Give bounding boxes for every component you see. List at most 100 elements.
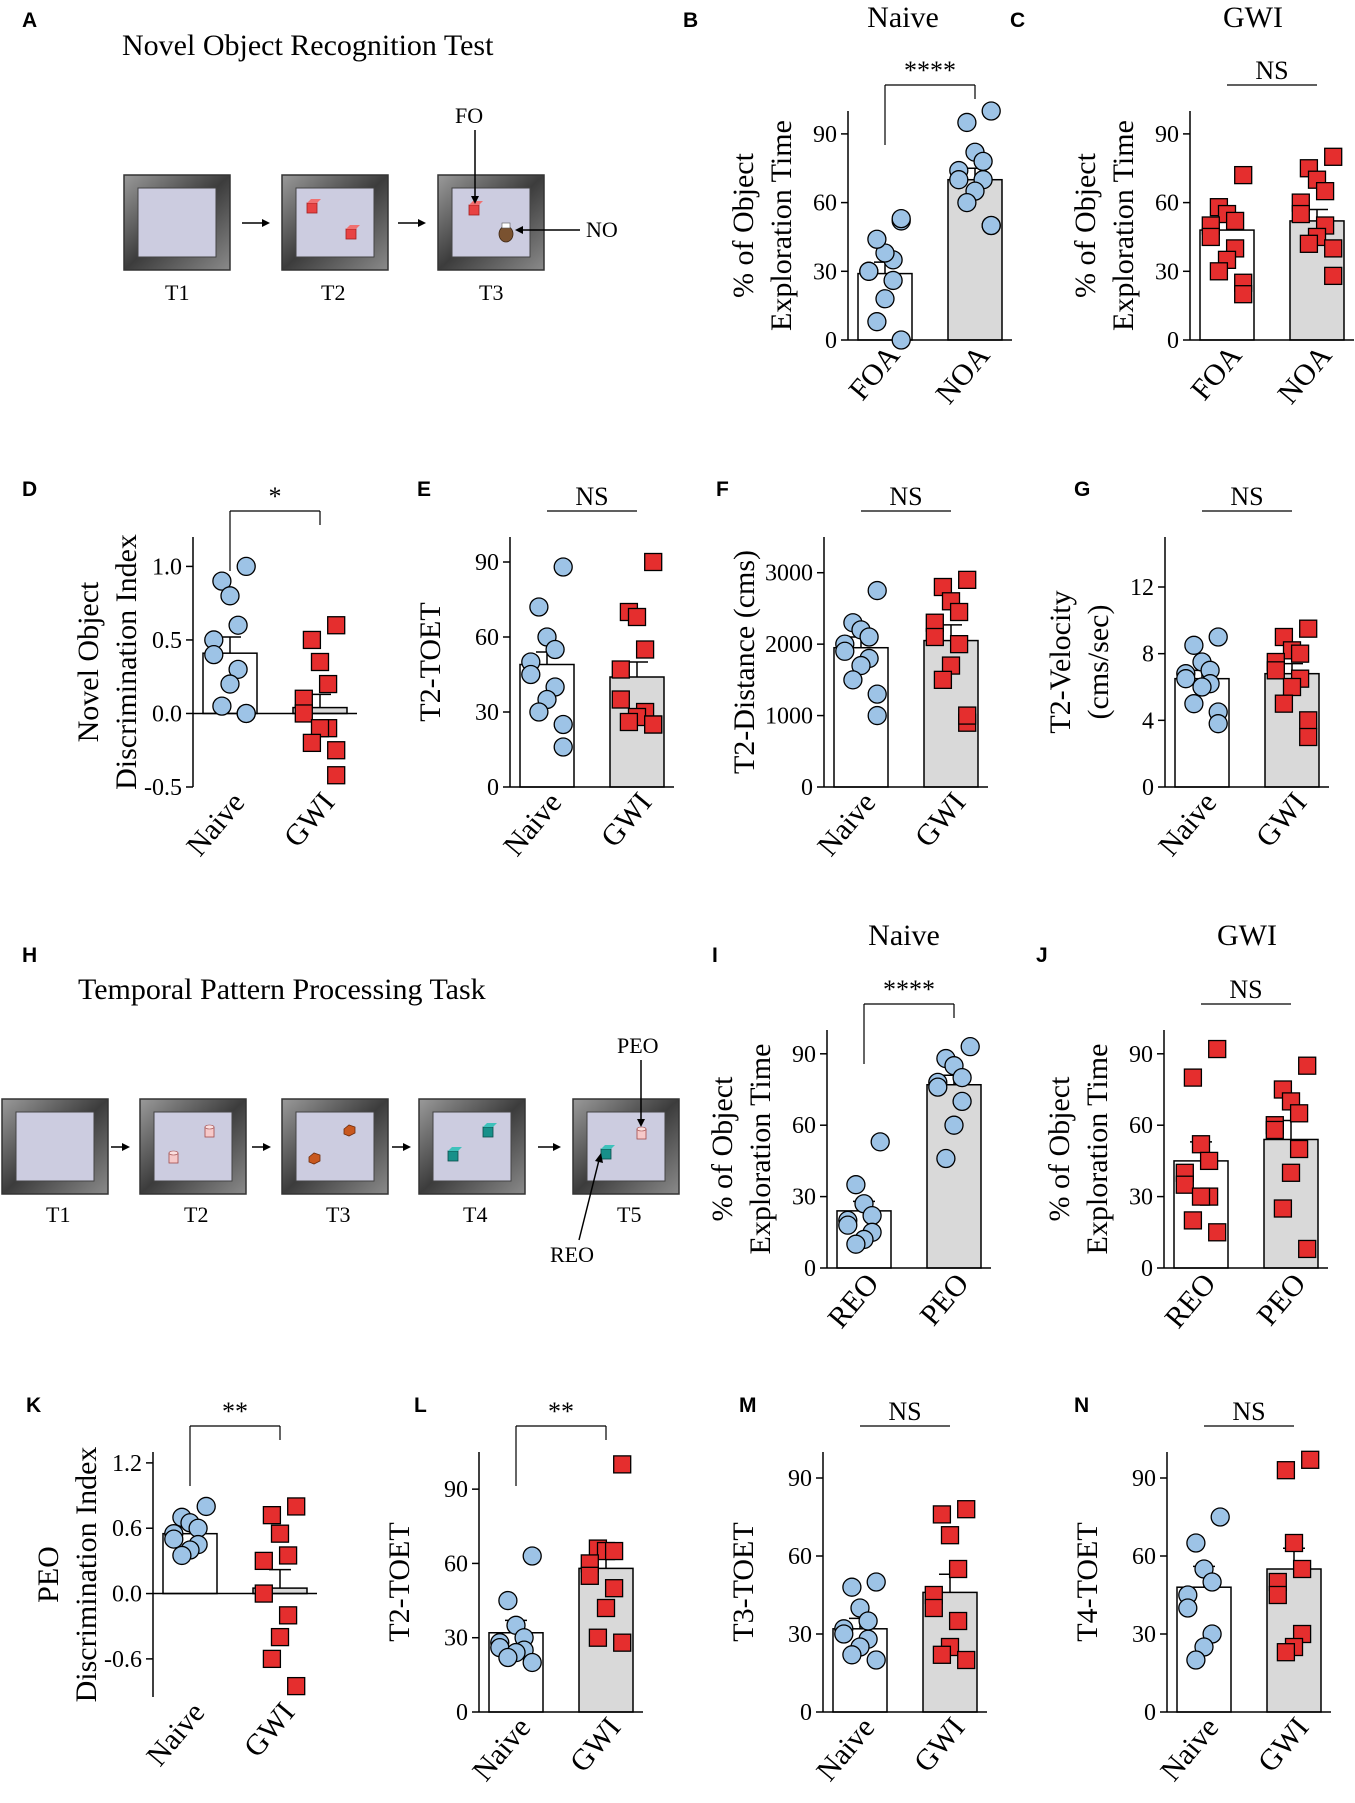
chart-d-point-gwi bbox=[302, 630, 322, 650]
chart-e-point-naive bbox=[529, 597, 549, 617]
chart-m-point-gwi bbox=[924, 1598, 943, 1618]
chart-k-point-gwi bbox=[287, 1497, 306, 1516]
chart-f-ytick-label: 0 bbox=[801, 775, 813, 801]
chart-n-t4-toet: 0 30 60 90 T4-TOET Naive GWI NS bbox=[1071, 1397, 1331, 1787]
chart-m-ytick-label: 30 bbox=[788, 1622, 812, 1648]
chart-f-point-naive bbox=[851, 655, 871, 676]
chart-l-point-gwi bbox=[613, 1633, 632, 1652]
chart-e-point-naive bbox=[553, 557, 573, 577]
chart-m-point-gwi bbox=[932, 1505, 952, 1524]
chart-d-ylabel: Novel Object bbox=[72, 581, 105, 742]
chart-i-ylabel: % of Object bbox=[706, 1076, 739, 1222]
chart-n-xtick-label: GWI bbox=[1252, 1711, 1316, 1778]
chart-l-point-gwi bbox=[580, 1566, 599, 1585]
chart-n-point-naive bbox=[1210, 1507, 1230, 1527]
cube-object-icon bbox=[306, 199, 321, 214]
panel-letter-j: J bbox=[1036, 944, 1048, 967]
chart-j-ytick-label: 0 bbox=[1141, 1256, 1153, 1282]
chart-n-ytick-label: 30 bbox=[1132, 1622, 1156, 1648]
chart-k-point-naive bbox=[188, 1518, 208, 1538]
chart-i-ylabel: Exploration Time bbox=[744, 1044, 777, 1255]
chart-c-ylabel: % of Object bbox=[1069, 152, 1102, 298]
nor-callout-fo: FO bbox=[455, 103, 483, 128]
chart-j-xtick-label: REO bbox=[1159, 1267, 1223, 1334]
chart-g-point-gwi bbox=[1299, 711, 1318, 730]
chart-n-point-naive bbox=[1202, 1572, 1222, 1592]
chart-j-point-peo bbox=[1273, 1199, 1293, 1218]
chart-k-point-gwi bbox=[262, 1506, 282, 1525]
tpp-callout-reo: REO bbox=[550, 1242, 594, 1267]
chart-g-point-gwi bbox=[1299, 619, 1318, 638]
arrow-icon bbox=[392, 1143, 411, 1151]
chart-e-point-naive bbox=[553, 714, 573, 735]
chart-j-xtick-label: PEO bbox=[1251, 1267, 1313, 1332]
chart-d-discrimination-index: -0.5 0.0 0.5 1.0 Novel Object Discrimination … bbox=[72, 482, 357, 862]
chart-j-point-peo bbox=[1281, 1163, 1301, 1182]
chart-k-point-naive bbox=[164, 1529, 184, 1549]
chart-i-ytick-label: 0 bbox=[804, 1256, 816, 1282]
tpp-trial-t2: T2 bbox=[184, 1202, 208, 1227]
chart-d-point-gwi bbox=[302, 733, 322, 753]
chart-l-point-naive bbox=[522, 1546, 542, 1566]
nor-callout-no: NO bbox=[586, 217, 618, 242]
chart-d-ytick-label: 0.0 bbox=[152, 701, 182, 727]
chart-c-xtick-label: FOA bbox=[1185, 339, 1249, 406]
tpp-trial-t1: T1 bbox=[46, 1202, 70, 1227]
chart-b-point-foa bbox=[891, 208, 911, 229]
chart-g-ylabel: (cms/sec) bbox=[1082, 605, 1115, 720]
chart-m-point-gwi bbox=[932, 1645, 952, 1664]
chart-i-point-peo bbox=[944, 1115, 964, 1135]
chart-m-point-naive bbox=[866, 1650, 886, 1670]
chart-j-point-peo bbox=[1289, 1104, 1309, 1123]
chart-j-title: GWI bbox=[1217, 919, 1277, 952]
chart-j-point-reo bbox=[1183, 1068, 1203, 1087]
chart-b-point-foa bbox=[867, 229, 887, 249]
chart-e-point-gwi bbox=[627, 607, 647, 627]
chart-k-point-naive bbox=[172, 1545, 192, 1566]
chart-g-point-gwi bbox=[1290, 644, 1310, 663]
chart-l-xtick-label: Naive bbox=[466, 1711, 537, 1787]
tpp-callout-peo: PEO bbox=[617, 1033, 659, 1058]
chart-l-point-gwi bbox=[596, 1598, 616, 1618]
arrow-icon bbox=[578, 1153, 603, 1241]
chart-l-ylabel: T2-TOET bbox=[383, 1522, 416, 1641]
chart-d-ylabel: Discrimination Index bbox=[110, 534, 143, 790]
chart-g-point-naive bbox=[1176, 669, 1196, 689]
chart-n-point-gwi bbox=[1284, 1533, 1304, 1553]
chart-b-ylabel: % of Object bbox=[727, 152, 760, 298]
chart-d-significance: * bbox=[269, 482, 282, 511]
chart-n-point-gwi bbox=[1276, 1461, 1296, 1480]
chart-i-ytick-label: 90 bbox=[792, 1042, 816, 1068]
chart-i-point-peo bbox=[928, 1077, 948, 1097]
chart-k-xtick-label: Naive bbox=[140, 1696, 211, 1772]
chart-g-point-gwi bbox=[1282, 677, 1302, 697]
chart-n-point-gwi bbox=[1301, 1450, 1320, 1469]
arrow-icon bbox=[515, 226, 580, 234]
chart-b-point-noa bbox=[957, 192, 977, 213]
chart-i-point-reo bbox=[846, 1175, 866, 1195]
chart-e-significance: NS bbox=[575, 482, 608, 511]
chart-j-point-reo bbox=[1183, 1211, 1203, 1230]
chart-e-ytick-label: 0 bbox=[487, 775, 499, 801]
chart-f-point-naive bbox=[835, 641, 855, 661]
chart-d-point-gwi bbox=[294, 704, 313, 723]
chart-n-point-naive bbox=[1186, 1650, 1206, 1670]
chart-l-ytick-label: 30 bbox=[444, 1626, 468, 1652]
chart-b-xtick-label: NOA bbox=[929, 339, 996, 410]
chart-m-ytick-label: 60 bbox=[788, 1544, 812, 1570]
arrow-icon bbox=[242, 219, 270, 227]
chart-d-point-gwi bbox=[310, 652, 330, 672]
tpp-arena-t4 bbox=[418, 1098, 526, 1195]
chart-j-gwi-tpp: GWI 0 30 60 90 % of Object Exploration Time REO… bbox=[1043, 919, 1328, 1334]
chart-k-point-gwi bbox=[254, 1584, 273, 1603]
chart-d-ytick-label: 1.0 bbox=[152, 554, 182, 580]
chart-n-point-gwi bbox=[1276, 1643, 1296, 1662]
chart-f-point-gwi bbox=[949, 602, 969, 622]
chart-c-significance: NS bbox=[1255, 56, 1288, 85]
chart-i-naive-tpp: Naive 0 30 60 90 % of Object Exploration Time R… bbox=[706, 919, 991, 1334]
chart-b-point-foa bbox=[883, 270, 903, 291]
chart-e-t2-toet: 0 30 60 90 T2-TOET Naive GWI NS bbox=[414, 482, 674, 862]
chart-l-ytick-label: 90 bbox=[444, 1477, 468, 1503]
chart-f-point-naive bbox=[843, 670, 863, 690]
chart-j-ytick-label: 90 bbox=[1129, 1042, 1153, 1068]
